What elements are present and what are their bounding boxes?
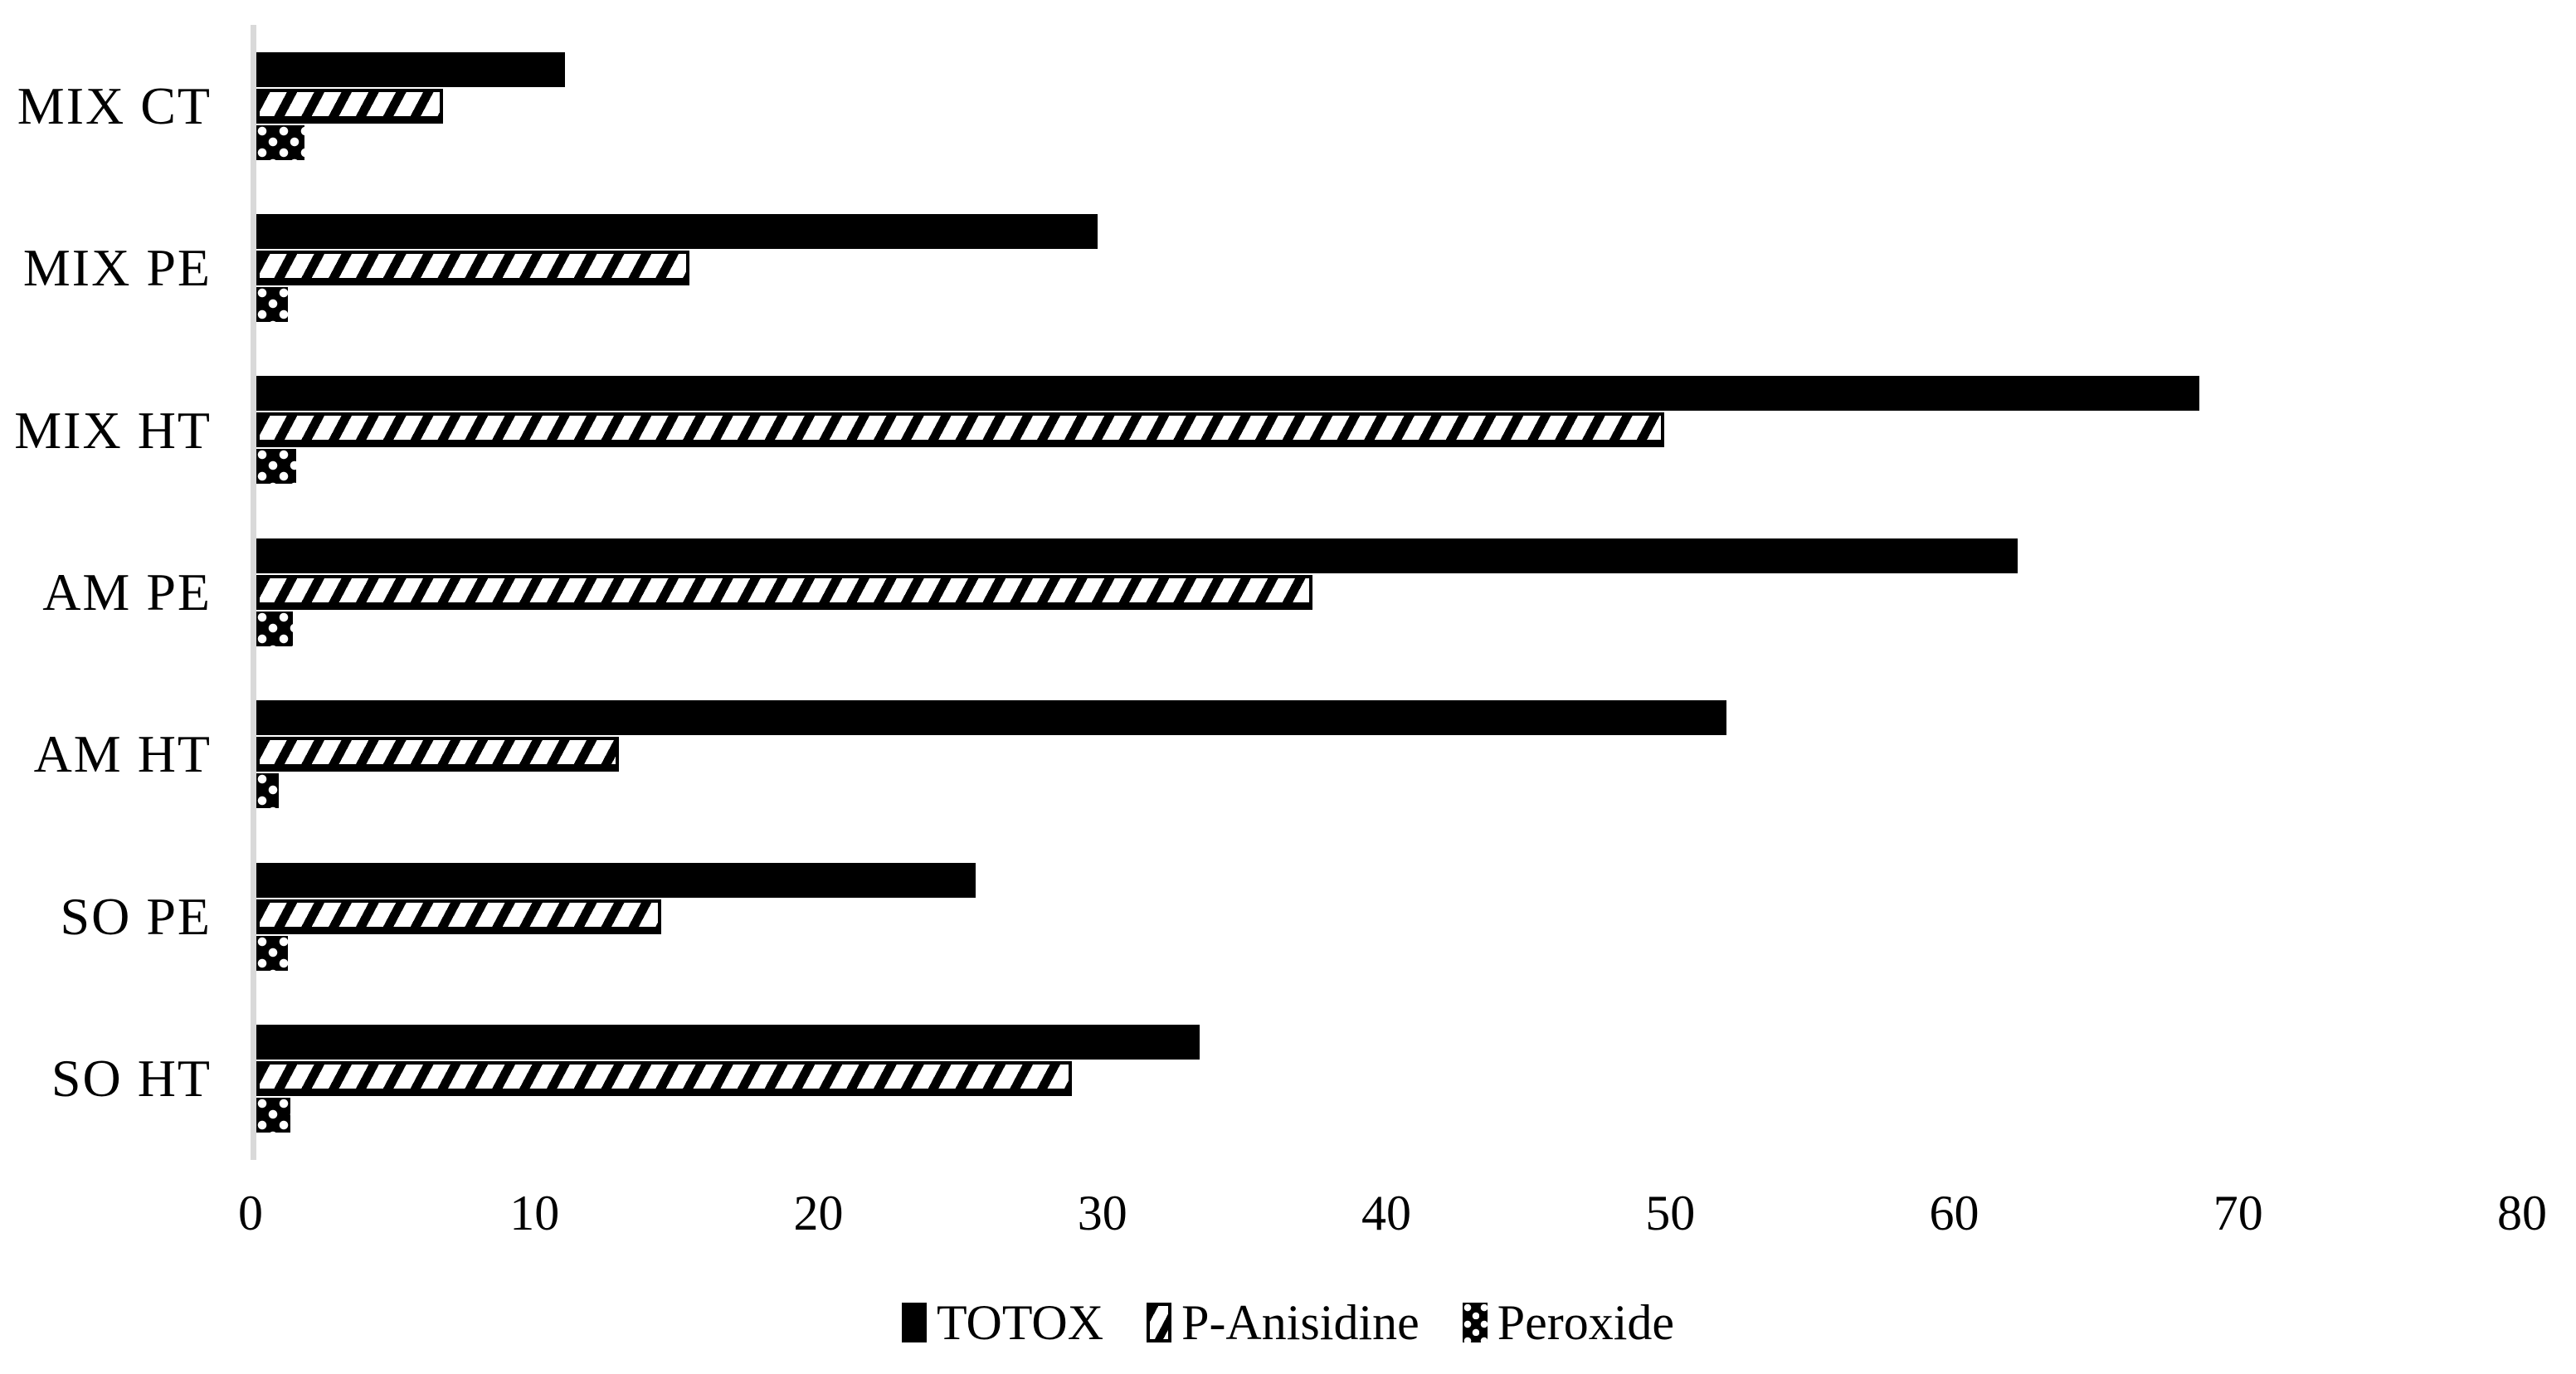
plot-area <box>251 25 2522 1160</box>
bar-totox-am-ht <box>256 700 1726 736</box>
bar-p-anisidine-mix-pe <box>256 251 690 286</box>
bar-peroxide-so-pe <box>256 935 288 971</box>
x-tick-label-10: 10 <box>509 1186 560 1240</box>
x-tick-label-50: 50 <box>1645 1186 1696 1240</box>
legend-marker-peroxide-icon <box>1462 1303 1488 1342</box>
bar-peroxide-so-ht <box>256 1098 290 1133</box>
legend-label-p-anisidine: P-Anisidine <box>1181 1294 1419 1350</box>
category-label-am-pe: AM PE <box>42 562 212 621</box>
legend-label-totox: TOTOX <box>936 1294 1104 1350</box>
legend: TOTOX P-Anisidine Peroxide <box>0 1288 2576 1357</box>
x-tick-label-30: 30 <box>1077 1186 1127 1240</box>
bar-peroxide-mix-ht <box>256 449 296 485</box>
bar-totox-am-pe <box>256 538 2018 573</box>
legend-marker-totox-icon <box>901 1303 927 1342</box>
legend-marker-p-anisidine-icon <box>1147 1303 1172 1342</box>
bar-totox-mix-pe <box>256 214 1098 250</box>
x-tick-label-40: 40 <box>1361 1186 1411 1240</box>
category-label-so-ht: SO HT <box>51 1049 212 1108</box>
bar-p-anisidine-mix-ct <box>256 88 444 124</box>
x-tick-label-20: 20 <box>793 1186 844 1240</box>
bar-peroxide-am-ht <box>256 773 280 809</box>
category-label-so-pe: SO PE <box>60 886 212 946</box>
x-axis-tick-labels: 0 10 20 30 40 50 60 70 80 <box>238 1182 2547 1245</box>
bar-peroxide-mix-pe <box>256 287 288 323</box>
bar-totox-mix-ct <box>256 51 566 87</box>
bar-group-so-pe <box>256 836 2522 997</box>
bar-p-anisidine-am-pe <box>256 574 1313 610</box>
bar-group-mix-ht <box>256 349 2522 511</box>
legend-item-totox: TOTOX <box>901 1294 1104 1352</box>
bar-totox-so-ht <box>256 1025 1200 1060</box>
bar-p-anisidine-so-ht <box>256 1061 1073 1097</box>
legend-item-peroxide: Peroxide <box>1462 1294 1675 1352</box>
bar-peroxide-am-pe <box>256 611 294 646</box>
category-label-mix-ht: MIX HT <box>14 400 212 460</box>
bar-totox-so-pe <box>256 862 976 898</box>
category-axis-labels: MIX CT MIX PE MIX HT AM PE AM HT SO PE SO HT <box>0 25 212 1160</box>
bar-group-mix-ct <box>256 25 2522 187</box>
legend-item-p-anisidine: P-Anisidine <box>1147 1294 1419 1352</box>
bar-p-anisidine-so-pe <box>256 899 662 934</box>
bar-p-anisidine-am-ht <box>256 737 619 772</box>
category-label-mix-ct: MIX CT <box>17 76 212 135</box>
category-label-mix-pe: MIX PE <box>22 238 212 298</box>
legend-label-peroxide: Peroxide <box>1497 1294 1675 1350</box>
category-label-am-ht: AM HT <box>33 724 212 784</box>
x-tick-label-70: 70 <box>2213 1186 2263 1240</box>
bar-group-so-ht <box>256 997 2522 1159</box>
bar-peroxide-mix-ct <box>256 124 305 160</box>
x-tick-label-80: 80 <box>2497 1186 2547 1240</box>
x-tick-label-60: 60 <box>1929 1186 1979 1240</box>
bar-group-am-pe <box>256 511 2522 673</box>
bar-p-anisidine-mix-ht <box>256 412 1664 448</box>
x-tick-label-0: 0 <box>238 1186 263 1240</box>
bar-group-mix-pe <box>256 187 2522 348</box>
bar-group-am-ht <box>256 674 2522 836</box>
bar-totox-mix-ht <box>256 376 2199 412</box>
